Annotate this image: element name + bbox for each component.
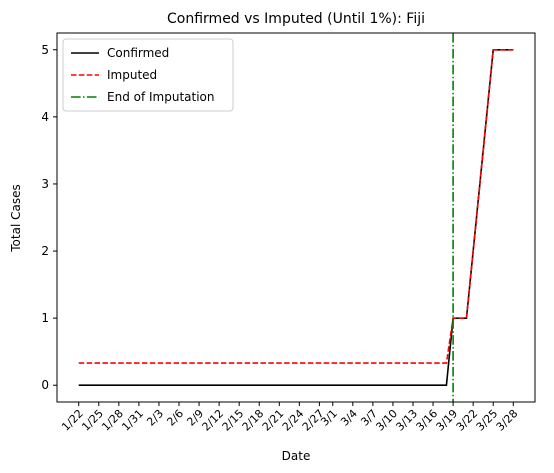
chart-title: Confirmed vs Imputed (Until 1%): Fiji — [167, 11, 425, 27]
y-tick-label: 3 — [41, 177, 49, 191]
x-tick-label: 3/22 — [454, 407, 481, 434]
plot-frame — [56, 32, 536, 403]
x-tick-label: 2/21 — [260, 407, 287, 434]
x-tick-label: 3/13 — [393, 407, 420, 434]
legend-box — [62, 38, 234, 112]
y-tick-label: 4 — [41, 110, 49, 124]
x-tick-label: 3/28 — [494, 407, 521, 434]
x-tick-label: 2/12 — [200, 407, 227, 434]
y-ticks: 0 1 2 3 4 5 — [41, 43, 57, 392]
x-tick-label: 3/19 — [434, 407, 461, 434]
x-tick-label: 3/16 — [414, 407, 441, 434]
y-axis-label: Total Cases — [9, 184, 23, 252]
y-tick-label: 5 — [41, 43, 49, 57]
x-tick-label: 3/4 — [338, 407, 360, 429]
x-tick-label: 1/22 — [59, 407, 86, 434]
x-tick-label: 2/15 — [220, 407, 247, 434]
y-tick-label: 2 — [41, 244, 49, 258]
legend-label: Imputed — [107, 68, 157, 82]
x-tick-label: 3/10 — [373, 407, 400, 434]
x-tick-label: 1/28 — [99, 407, 126, 434]
x-tick-label: 1/31 — [119, 407, 146, 434]
y-tick-label: 1 — [41, 311, 49, 325]
legend-label: Confirmed — [107, 46, 169, 60]
x-tick-label: 3/1 — [318, 407, 340, 429]
x-tick-label: 2/24 — [280, 407, 307, 434]
y-tick-label: 0 — [41, 378, 49, 392]
x-tick-label: 1/25 — [79, 407, 106, 434]
series-line-imputed — [78, 48, 514, 364]
x-axis-label: Date — [282, 449, 311, 463]
x-tick-label: 2/3 — [144, 407, 166, 429]
x-tick-label: 3/25 — [474, 407, 501, 434]
x-tick-label: 2/6 — [164, 407, 186, 429]
x-ticks: 1/221/251/281/312/32/62/92/122/152/182/2… — [59, 402, 520, 434]
x-tick-label: 2/18 — [240, 407, 267, 434]
legend: Confirmed Imputed End of Imputation — [62, 38, 234, 112]
series-lines — [78, 33, 514, 402]
legend-label: End of Imputation — [107, 90, 215, 104]
